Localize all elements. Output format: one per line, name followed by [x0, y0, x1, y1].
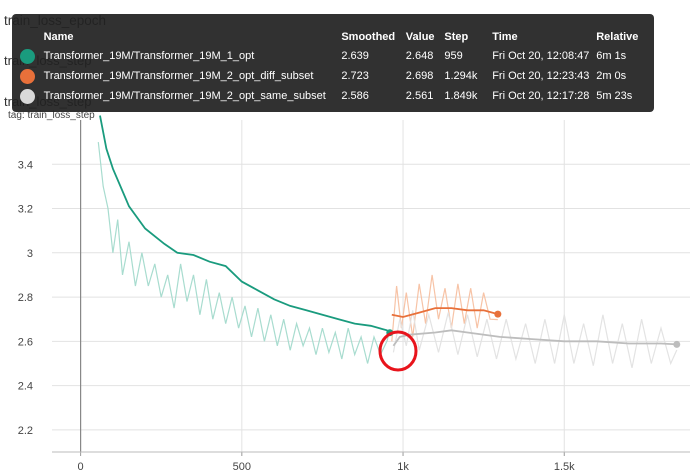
chart-series	[97, 115, 681, 369]
tooltip-row: Transformer_19M/Transformer_19M_1_opt 2.6…	[12, 46, 654, 66]
y-tick-label: 2.6	[18, 336, 33, 348]
y-tick-label: 3.4	[18, 159, 33, 171]
series-endpoint-dot	[494, 310, 502, 318]
series-color-dot-icon	[20, 48, 36, 64]
tooltip-smoothed-value: 2.723	[341, 70, 369, 82]
series-raw-line	[391, 274, 498, 342]
tooltip-value: 2.698	[405, 70, 434, 82]
tooltip-header: Name Smoothed Value Step Time Relative	[12, 28, 654, 46]
chart-axes	[52, 120, 690, 456]
series-smoothed-line	[391, 307, 499, 318]
tooltip-relative: 5m 23s	[596, 90, 633, 102]
series-raw-line	[392, 310, 678, 369]
series-endpoint-dot	[673, 340, 681, 348]
x-tick-label: 1k	[397, 461, 409, 473]
tooltip-series-name: Transformer_19M/Transformer_19M_2_opt_sa…	[43, 90, 326, 102]
series-color-dot-icon	[20, 88, 36, 104]
tooltip-time: Fri Oct 20, 12:17:28	[492, 90, 590, 102]
red-circle-annotation	[378, 330, 418, 372]
col-step: Step	[444, 31, 469, 43]
tooltip-series-name: Transformer_19M/Transformer_19M_2_opt_di…	[43, 70, 314, 82]
series-color-dot-icon	[20, 68, 36, 84]
x-tick-label: 1.5k	[554, 461, 575, 473]
series-tooltip: Name Smoothed Value Step Time Relative T…	[12, 14, 654, 112]
tooltip-row: Transformer_19M/Transformer_19M_2_opt_sa…	[12, 86, 654, 106]
tooltip-value: 2.648	[405, 50, 434, 62]
y-tick-label: 2.8	[18, 292, 33, 304]
x-tick-label: 0	[78, 461, 84, 473]
tooltip-relative: 6m 1s	[596, 50, 627, 62]
col-value: Value	[405, 31, 435, 43]
tooltip-smoothed-value: 2.639	[341, 50, 369, 62]
tooltip-row: Transformer_19M/Transformer_19M_2_opt_di…	[12, 66, 654, 86]
tooltip-relative: 2m 0s	[596, 70, 627, 82]
tooltip-value: 2.561	[405, 90, 434, 102]
y-tick-label: 3	[27, 248, 33, 260]
x-tick-label: 500	[233, 461, 251, 473]
chart-ticks: 2.2 2.4 2.6 2.8 3 3.2 3.4 0 500 1k 1.5k	[18, 159, 575, 473]
tooltip-series-name: Transformer_19M/Transformer_19M_1_opt	[43, 50, 255, 62]
tooltip-time: Fri Oct 20, 12:08:47	[492, 50, 590, 62]
tooltip-time: Fri Oct 20, 12:23:43	[492, 70, 590, 82]
chart-grid	[52, 120, 690, 452]
col-name: Name	[43, 31, 74, 43]
tooltip-step: 959	[444, 50, 463, 62]
y-tick-label: 2.2	[18, 425, 33, 437]
col-time: Time	[492, 31, 518, 43]
series-raw-line	[97, 142, 391, 364]
tooltip-table: Name Smoothed Value Step Time Relative T…	[12, 28, 654, 106]
tooltip-step: 1.294k	[444, 70, 478, 82]
tooltip-step: 1.849k	[444, 90, 478, 102]
y-tick-label: 2.4	[18, 381, 33, 393]
series-smoothed-line	[99, 115, 391, 334]
tooltip-smoothed-value: 2.586	[341, 90, 369, 102]
y-tick-label: 3.2	[18, 204, 33, 216]
chart-tag: tag: train_loss_step	[8, 110, 95, 121]
col-relative: Relative	[596, 31, 639, 43]
col-smoothed: Smoothed	[341, 31, 396, 43]
